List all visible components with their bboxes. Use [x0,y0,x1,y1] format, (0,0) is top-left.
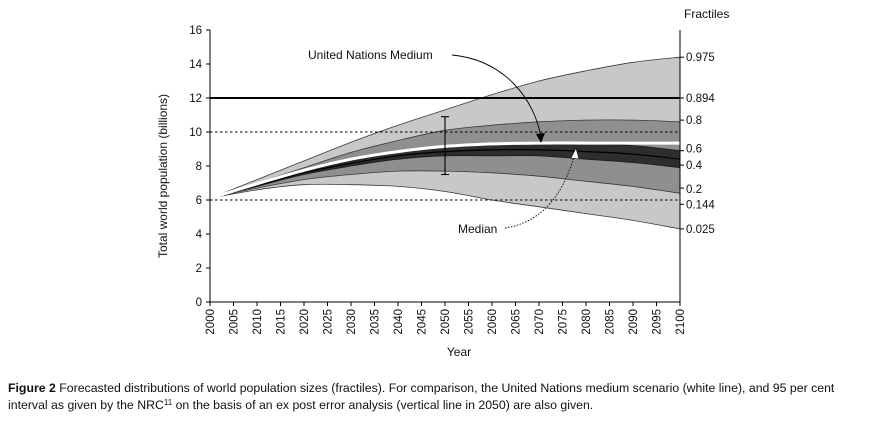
fractile-label: 0.6 [686,144,702,156]
x-tick-label: 2085 [605,309,617,335]
x-tick-label: 2010 [252,309,264,335]
annotation-median: Median [458,222,497,236]
annotation-un-arrowhead [536,133,545,143]
fractile-label: 0.144 [686,199,715,211]
annotation-median-arrow [504,152,576,229]
x-tick-label: 2090 [628,309,640,335]
fractile-label: 0.8 [686,115,702,127]
fractile-chart: 0 2 4 6 8 10 12 14 16 2000 2005 2010 2015 2020 2025 203… [156,7,729,359]
y-axis-title: Total world population (billions) [156,94,170,258]
x-tick-label: 2015 [276,309,288,335]
y-tick-label: 14 [189,59,202,71]
caption-text-end: on the basis of an ex post error analysi… [172,398,594,412]
y-tick-label: 12 [189,93,202,105]
figure-caption: Figure 2 Forecasted distributions of wor… [8,380,870,414]
x-axis-title: Year [447,345,471,359]
x-tick-label: 2040 [393,309,405,335]
caption-reference: 11 [163,398,173,407]
x-tick-label: 2020 [299,309,311,335]
x-tick-label: 2045 [417,309,429,335]
annotation-un-arrow [451,54,542,139]
caption-text: Forecasted distributions of world popula… [8,381,835,412]
fractile-label: 0.4 [686,160,703,172]
y-tick-label: 16 [189,25,202,37]
x-tick-label: 2025 [323,309,335,335]
x-tick-label: 2070 [534,309,546,335]
fractile-label: 0.894 [686,93,715,105]
x-tick-label: 2100 [675,309,687,335]
fractile-label: 0.2 [686,184,702,196]
y-tick-label: 10 [189,127,202,139]
y-tick-label: 0 [196,297,202,309]
fractiles-header: Fractiles [684,7,729,21]
y-tick-label: 8 [196,161,202,173]
x-tick-label: 2060 [487,309,499,335]
annotation-un-medium: United Nations Medium [308,48,433,62]
x-tick-label: 2035 [370,309,382,335]
fractile-label: 0.975 [686,52,715,64]
x-tick-label: 2005 [229,309,241,335]
y-tick-label: 4 [196,229,203,241]
x-tick-label: 2050 [440,309,452,335]
x-tick-label: 2080 [581,309,593,335]
x-tick-label: 2065 [511,309,523,335]
annotation-median-arrowhead [570,147,580,160]
x-tick-label: 2030 [346,309,358,335]
x-tick-label: 2000 [205,309,217,335]
x-tick-label: 2095 [652,309,664,335]
figure-label: Figure 2 [8,381,56,395]
y-tick-label: 6 [196,195,202,207]
fractile-label: 0.025 [686,224,715,236]
x-tick-label: 2055 [464,309,476,335]
y-tick-label: 2 [196,263,202,275]
x-tick-label: 2075 [558,309,570,335]
